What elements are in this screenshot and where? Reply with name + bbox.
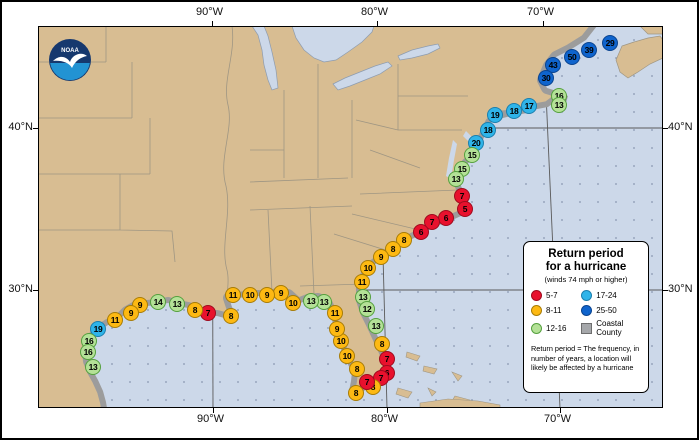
- axis-label-right: 30°N: [668, 283, 693, 295]
- noaa-logo-text: NOAA: [61, 48, 79, 54]
- return-period-marker: 13: [368, 318, 384, 334]
- return-period-marker: 8: [374, 336, 390, 352]
- return-period-marker: 18: [506, 103, 522, 119]
- legend-item-label: 12-16: [546, 323, 567, 333]
- return-period-marker: 12: [359, 301, 375, 317]
- legend-title-line1: Return period: [548, 248, 624, 260]
- axis-tick: [560, 408, 561, 413]
- return-period-marker: 19: [487, 107, 503, 123]
- legend-item: 17-24: [581, 290, 641, 302]
- return-period-marker: 7: [424, 214, 440, 230]
- legend-swatch-circle: [531, 305, 542, 317]
- return-period-marker: 8: [187, 302, 203, 318]
- return-period-marker: 50: [564, 49, 580, 65]
- return-period-marker: 6: [438, 210, 454, 226]
- return-period-marker: 10: [242, 287, 258, 303]
- return-period-marker: 11: [107, 312, 123, 328]
- return-period-marker: 13: [303, 293, 319, 309]
- axis-tick: [387, 408, 388, 413]
- return-period-marker: 8: [349, 361, 365, 377]
- legend-item: Coastal County: [581, 320, 641, 337]
- return-period-marker: 9: [273, 285, 289, 301]
- return-period-marker: 5: [457, 201, 473, 217]
- legend-items: 5-7 8-11 12-16 17-24 25-50 Coastal County: [531, 290, 641, 337]
- nova-scotia: [615, 26, 663, 79]
- legend-swatch-circle: [581, 305, 593, 317]
- return-period-marker: 13: [448, 171, 464, 187]
- legend-title-line2: for a hurricane: [545, 261, 627, 274]
- return-period-marker: 11: [225, 287, 241, 303]
- axis-tick: [212, 21, 213, 26]
- legend-item: 8-11: [531, 305, 579, 317]
- return-period-marker: 14: [150, 294, 166, 310]
- axis-label-bottom: 90°W: [197, 413, 225, 425]
- legend-swatch-square: [581, 323, 593, 335]
- return-period-marker: 18: [480, 122, 496, 138]
- axis-tick: [33, 128, 38, 129]
- return-period-marker: 7: [359, 374, 375, 390]
- legend-item-label: 25-50: [596, 305, 617, 315]
- return-period-marker: 29: [602, 35, 618, 51]
- state-borders: [38, 26, 468, 299]
- return-period-marker: 10: [285, 295, 301, 311]
- return-period-marker: 8: [223, 308, 239, 324]
- return-period-marker: 19: [90, 321, 106, 337]
- legend-subtitle: (winds 74 mph or higher): [544, 275, 628, 285]
- return-period-marker: 13: [551, 97, 567, 113]
- return-period-marker: 11: [327, 305, 343, 321]
- return-period-marker: 8: [396, 232, 412, 248]
- legend-swatch-circle: [531, 290, 542, 302]
- return-period-marker: 13: [169, 296, 185, 312]
- ocean-dot-grid: [88, 26, 663, 408]
- axis-label-top: 90°W: [196, 6, 224, 18]
- legend-swatch-circle: [531, 323, 542, 335]
- cuba-coast: [419, 398, 501, 408]
- legend-item: 25-50: [581, 305, 641, 317]
- legend-item: 12-16: [531, 320, 579, 337]
- return-period-marker: 9: [259, 287, 275, 303]
- return-period-marker: 13: [316, 294, 332, 310]
- return-period-marker: 15: [464, 147, 480, 163]
- legend-item: 5-7: [531, 290, 579, 302]
- axis-tick: [543, 21, 544, 26]
- return-period-marker: 13: [85, 359, 101, 375]
- axis-label-bottom: 80°W: [371, 413, 399, 425]
- return-period-marker: 17: [521, 98, 537, 114]
- return-period-marker: 10: [339, 348, 355, 364]
- legend: Return period for a hurricane (winds 74 …: [523, 241, 649, 393]
- return-period-marker: 11: [354, 274, 370, 290]
- return-period-marker: 8: [348, 385, 364, 401]
- return-period-marker: 8: [385, 241, 401, 257]
- return-period-marker: 16: [80, 344, 96, 360]
- axis-tick: [33, 290, 38, 291]
- return-period-marker: 6: [413, 224, 429, 240]
- return-period-marker: 9: [329, 321, 345, 337]
- return-period-marker: 39: [581, 42, 597, 58]
- legend-swatch-circle: [581, 290, 593, 302]
- legend-item-label: 5-7: [546, 290, 558, 300]
- axis-tick: [377, 21, 378, 26]
- return-period-marker: 43: [545, 57, 561, 73]
- legend-item-label: Coastal County: [596, 319, 624, 337]
- axis-label-left: 40°N: [8, 121, 33, 133]
- axis-label-left: 30°N: [8, 283, 33, 295]
- axis-label-top: 70°W: [527, 6, 555, 18]
- axis-tick: [663, 290, 668, 291]
- legend-item-label: 17-24: [596, 290, 617, 300]
- return-period-marker: 30: [538, 70, 554, 86]
- great-lakes: [251, 26, 441, 91]
- return-period-marker: 9: [373, 249, 389, 265]
- axis-label-right: 40°N: [668, 121, 693, 133]
- legend-footnote: Return period = The frequency, in number…: [531, 343, 641, 373]
- axis-tick: [213, 408, 214, 413]
- axis-label-bottom: 70°W: [544, 413, 572, 425]
- noaa-logo: NOAA: [49, 39, 91, 81]
- legend-item-label: 8-11: [546, 305, 562, 315]
- axis-tick: [663, 128, 668, 129]
- return-period-marker: 9: [123, 305, 139, 321]
- axis-label-top: 80°W: [361, 6, 389, 18]
- return-period-marker: 10: [360, 260, 376, 276]
